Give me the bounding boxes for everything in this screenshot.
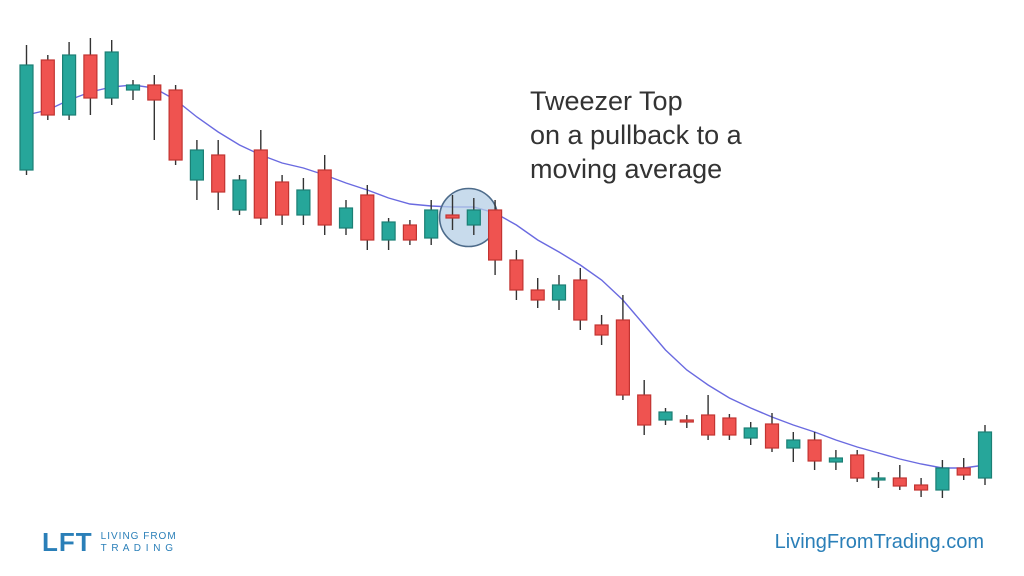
candle-bear bbox=[361, 195, 374, 240]
candle-bull bbox=[553, 285, 566, 300]
candle-bear bbox=[702, 415, 715, 435]
candle-bull bbox=[127, 85, 140, 90]
candle-bear bbox=[766, 424, 779, 448]
candle-bear bbox=[851, 455, 864, 478]
candle-bear bbox=[957, 468, 970, 475]
candle-bear bbox=[893, 478, 906, 486]
logo-abbrev: LFT bbox=[42, 527, 93, 558]
candle-bear bbox=[403, 225, 416, 240]
candle-bear bbox=[915, 485, 928, 490]
candle-bull bbox=[467, 210, 480, 225]
candle-bear bbox=[723, 418, 736, 435]
candle-bear bbox=[318, 170, 331, 225]
candle-bear bbox=[148, 85, 161, 100]
brand-logo: LFT LIVING FROM T R A D I N G bbox=[42, 527, 177, 558]
candle-bull bbox=[659, 412, 672, 420]
candle-bear bbox=[680, 420, 693, 422]
candle-bull bbox=[829, 458, 842, 462]
candle-bull bbox=[872, 478, 885, 480]
candle-bull bbox=[382, 222, 395, 240]
candle-bull bbox=[979, 432, 992, 478]
chart-annotation: Tweezer Top on a pullback to a moving av… bbox=[530, 85, 742, 186]
candle-bear bbox=[574, 280, 587, 320]
candle-bull bbox=[787, 440, 800, 448]
candle-bull bbox=[744, 428, 757, 438]
candle-bull bbox=[425, 210, 438, 238]
candle-bull bbox=[105, 52, 118, 98]
candle-bear bbox=[212, 155, 225, 192]
candle-bear bbox=[446, 215, 459, 218]
candle-bear bbox=[169, 90, 182, 160]
candle-bull bbox=[233, 180, 246, 210]
site-url: LivingFromTrading.com bbox=[775, 531, 984, 554]
logo-tagline: LIVING FROM T R A D I N G bbox=[101, 531, 177, 554]
candle-bear bbox=[276, 182, 289, 215]
candle-bear bbox=[638, 395, 651, 425]
candle-bear bbox=[616, 320, 629, 395]
candle-bull bbox=[936, 468, 949, 490]
candle-bear bbox=[510, 260, 523, 290]
candle-bear bbox=[254, 150, 267, 218]
candle-bear bbox=[808, 440, 821, 461]
candle-bear bbox=[489, 210, 502, 260]
candle-bull bbox=[190, 150, 203, 180]
candle-bear bbox=[595, 325, 608, 335]
candle-bull bbox=[20, 65, 33, 170]
candlestick-chart bbox=[0, 0, 1024, 576]
candle-bear bbox=[531, 290, 544, 300]
candle-bear bbox=[84, 55, 97, 98]
candle-bull bbox=[297, 190, 310, 215]
candle-bear bbox=[41, 60, 54, 115]
candle-bull bbox=[340, 208, 353, 228]
candle-bull bbox=[63, 55, 76, 115]
